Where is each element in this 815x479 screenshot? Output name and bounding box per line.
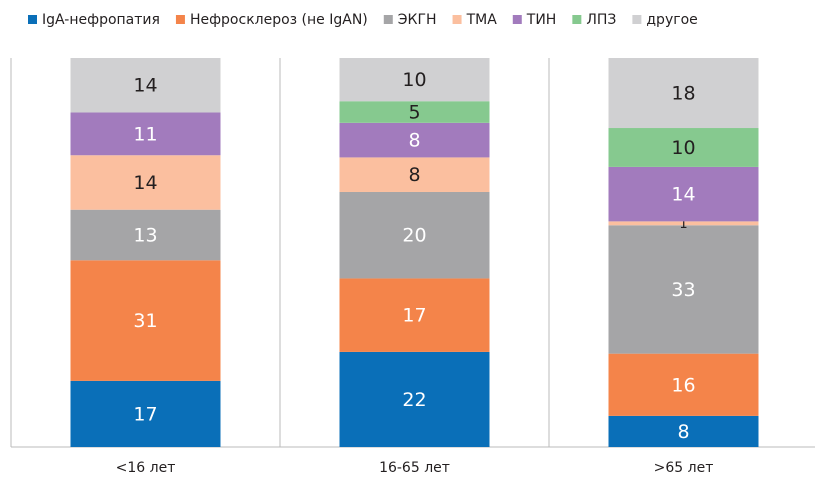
data-label: 31 — [133, 310, 157, 332]
data-label: 14 — [133, 75, 157, 97]
data-label: 33 — [671, 279, 695, 301]
legend-swatch — [28, 15, 37, 24]
x-tick-label: >65 лет — [654, 460, 714, 476]
bar-segment — [608, 415, 759, 447]
data-label: 14 — [133, 172, 157, 194]
legend-label: ТИН — [526, 12, 557, 28]
bar-segment — [608, 221, 759, 226]
legend-label: ЛПЗ — [586, 12, 616, 28]
legend-label: ТМА — [466, 12, 498, 28]
bar-segment — [70, 112, 221, 156]
data-label: 18 — [671, 83, 695, 105]
bar-segment — [70, 260, 221, 381]
bar-segment — [339, 157, 490, 192]
bar-segment — [339, 351, 490, 447]
legend-swatch — [452, 15, 462, 24]
data-label: 10 — [402, 69, 426, 91]
data-label: 1 — [679, 217, 687, 232]
bar-segment — [608, 353, 759, 416]
legend-swatch — [632, 15, 642, 24]
bar-segment — [608, 225, 759, 354]
legend-swatch — [512, 15, 522, 24]
data-label: 8 — [677, 421, 689, 443]
legend-swatch — [175, 15, 185, 24]
legend-swatch — [383, 15, 393, 24]
legend-label: Нефросклероз (не IgAN) — [190, 12, 368, 28]
data-label: 17 — [133, 403, 157, 425]
bar-segment — [70, 58, 221, 113]
bar-segment — [339, 58, 490, 102]
bar-segment — [339, 101, 490, 123]
legend-label: IgA-нефропатия — [42, 12, 160, 28]
data-label: 20 — [402, 225, 426, 247]
data-label: 8 — [408, 164, 420, 186]
data-label: 22 — [402, 389, 426, 411]
data-label: 14 — [671, 184, 695, 206]
data-label: 8 — [408, 130, 420, 152]
bar-segment — [70, 155, 221, 210]
data-label: 16 — [671, 374, 695, 396]
bar-segment — [70, 380, 221, 447]
legend-label: ЭКГН — [398, 12, 437, 28]
x-tick-label: <16 лет — [116, 460, 176, 476]
data-label: 5 — [408, 102, 420, 124]
legend-swatch — [572, 15, 582, 24]
bar-segment — [608, 128, 759, 167]
data-label: 10 — [671, 137, 695, 159]
data-label: 11 — [133, 123, 157, 145]
data-label: 13 — [133, 224, 157, 246]
legend-label: другое — [646, 12, 697, 28]
bar-segment — [339, 278, 490, 352]
x-tick-label: 16-65 лет — [379, 460, 450, 476]
bar-segment — [608, 166, 759, 222]
bar-segment — [339, 191, 490, 279]
data-label: 17 — [402, 305, 426, 327]
bar-segment — [608, 58, 759, 129]
bar-segment — [339, 122, 490, 158]
bar-segment — [70, 209, 221, 261]
